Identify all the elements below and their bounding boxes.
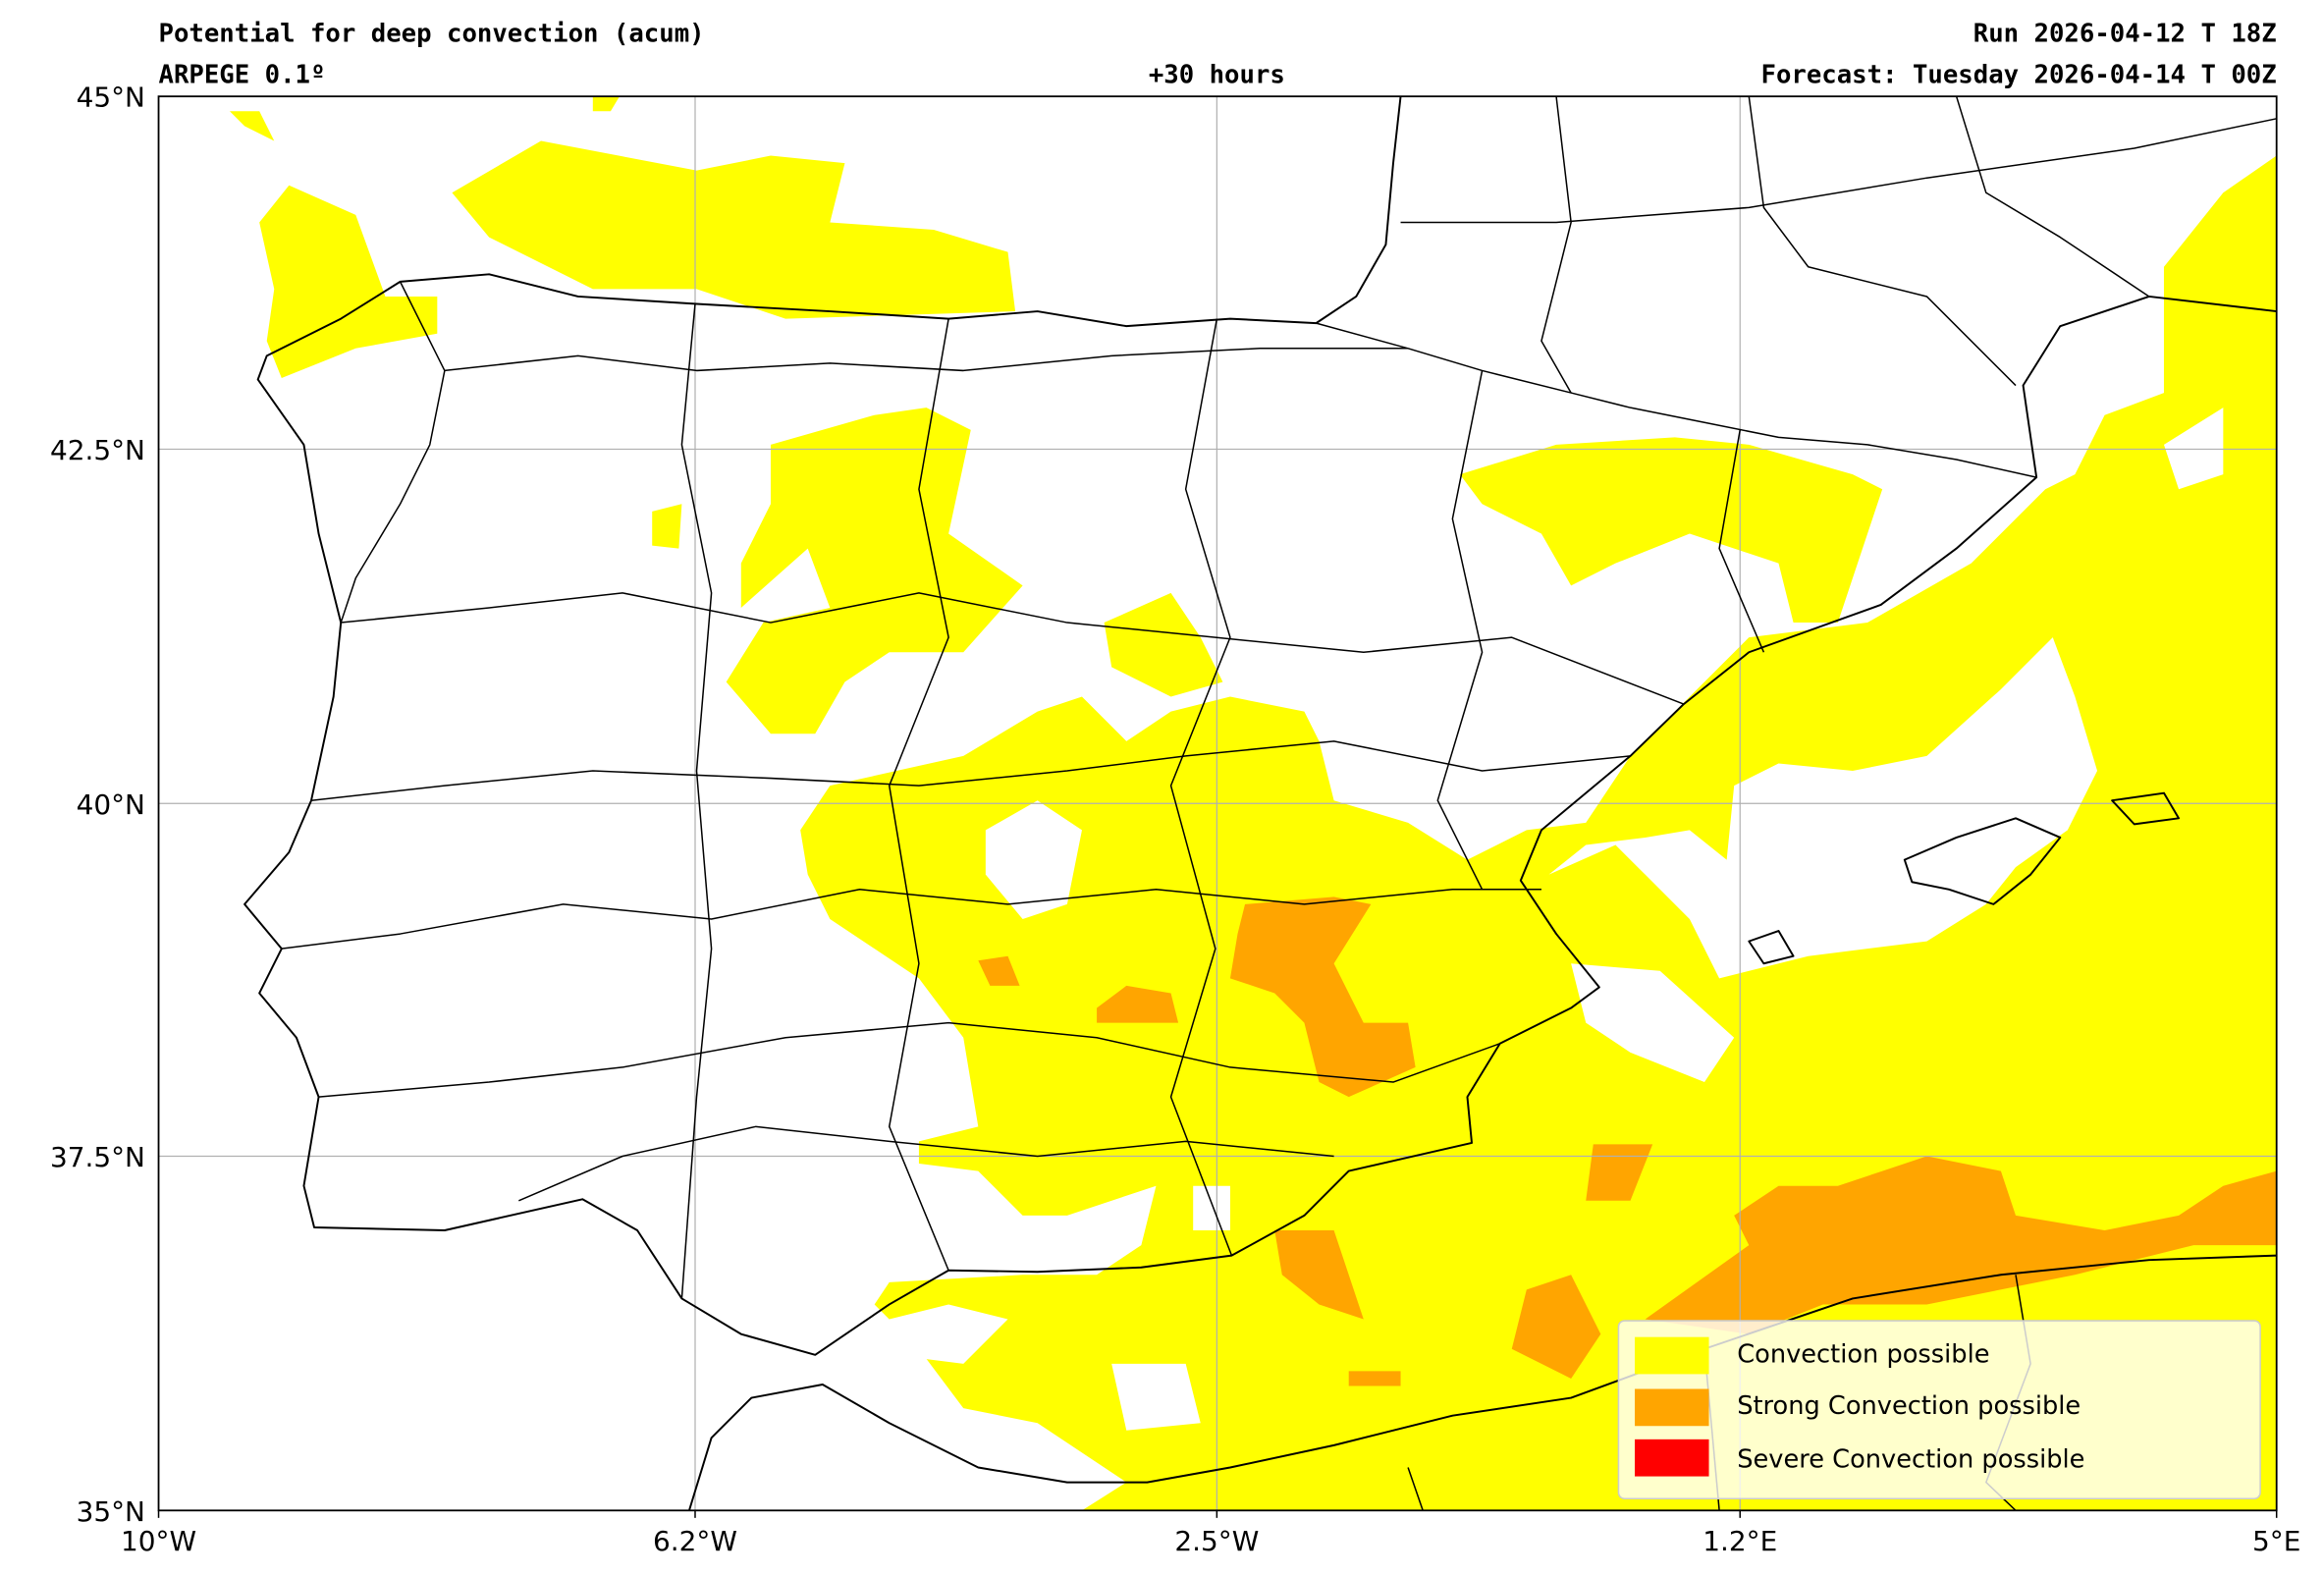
x-tick-label: 5°E (2252, 1525, 2300, 1557)
area-central (1104, 592, 1223, 697)
legend-swatch-convection (1635, 1336, 1709, 1375)
legend-swatch-severe (1635, 1439, 1709, 1477)
y-tick-label: 37.5°N (50, 1141, 145, 1173)
area-aragon (1459, 437, 1883, 624)
area-cantabrian-sea (452, 140, 1016, 319)
legend-label: Convection possible (1737, 1339, 1989, 1369)
forecast-label: Forecast: Tuesday 2026-04-14 T 00Z (1761, 61, 2277, 90)
lead-time-label: +30 hours (1149, 61, 1285, 90)
legend-box (1617, 1320, 2261, 1499)
menorca (2111, 791, 2181, 826)
graticule (158, 96, 2277, 1511)
map-area (158, 96, 2277, 1511)
model-label: ARPEGE 0.1º (159, 61, 326, 90)
y-tick-label: 45°N (77, 81, 145, 114)
legend-swatch-strong (1635, 1388, 1709, 1427)
strong-convection-areas (978, 896, 2277, 1386)
x-tick-label: 10°W (121, 1525, 196, 1557)
y-axis: 45°N 42.5°N 40°N 37.5°N 35°N (50, 81, 145, 1528)
legend-label: Strong Convection possible (1737, 1391, 2081, 1421)
x-tick-label: 2.5°W (1174, 1525, 1259, 1557)
area-galicia (259, 185, 438, 378)
area-castilla-north (726, 407, 1023, 734)
mallorca (1903, 817, 2062, 905)
run-label: Run 2026-04-12 T 18Z (1973, 19, 2277, 48)
legend: Convection possible Strong Convection po… (1617, 1320, 2261, 1499)
y-tick-label: 42.5°N (50, 434, 145, 466)
x-axis: 10°W 6.2°W 2.5°W 1.2°E 5°E (121, 1510, 2300, 1557)
map-title: Potential for deep convection (acum) (159, 19, 705, 48)
legend-label: Severe Convection possible (1737, 1445, 2084, 1475)
ibiza (1748, 930, 1795, 965)
y-tick-label: 40°N (77, 788, 145, 821)
x-tick-label: 1.2°E (1702, 1525, 1777, 1557)
admin-borders (281, 96, 2277, 1511)
x-tick-label: 6.2°W (653, 1525, 737, 1557)
coastlines (243, 96, 2277, 1511)
y-tick-label: 35°N (77, 1495, 145, 1528)
